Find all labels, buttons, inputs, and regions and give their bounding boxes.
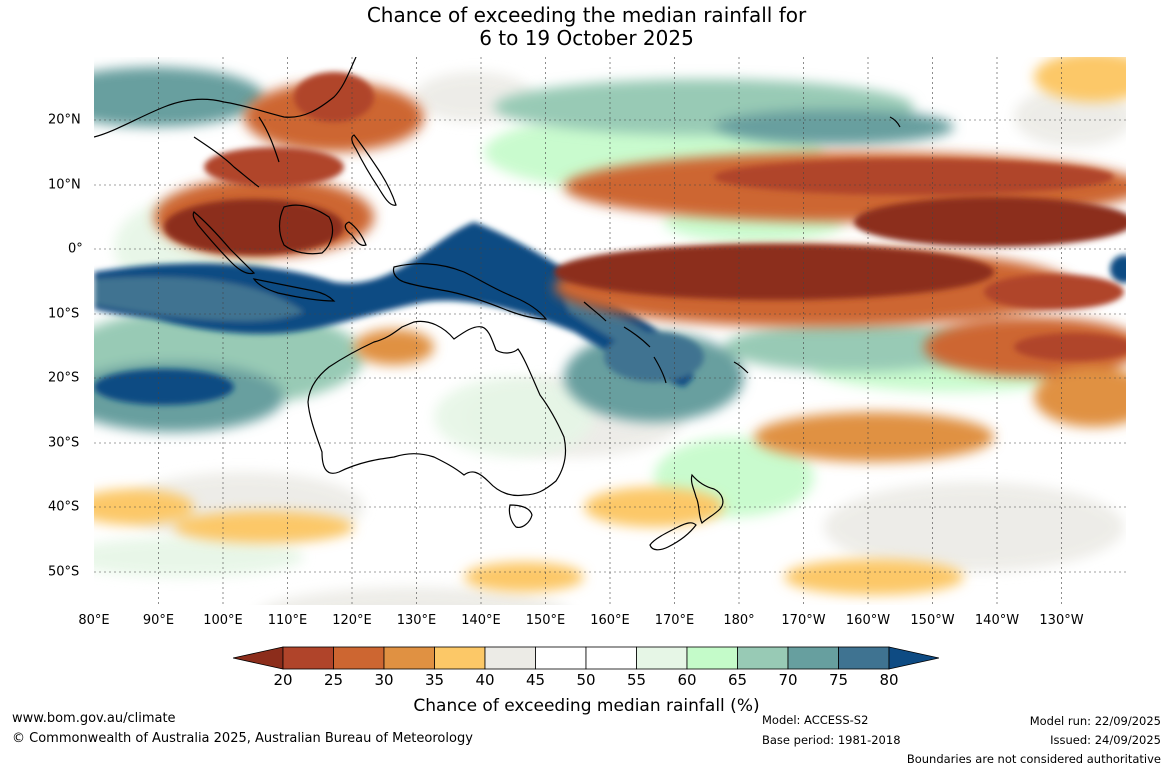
coastlines [94,57,901,551]
colorbar-tick-label: 20 [273,671,293,689]
colorbar-segment [585,646,637,670]
lon-label-160e: 160°E [590,613,630,628]
lat-label-10n: 10°N [48,177,81,193]
lon-label-170w: 170°W [781,613,826,628]
lon-label-130e: 130°E [396,613,437,628]
lat-label-10s: 10°S [48,306,80,322]
colorbar-tick-label: 45 [525,671,546,689]
lon-label-80e: 80°E [78,613,110,628]
colorbar-tick-label: 35 [424,671,445,689]
issued-date: Issued: 24/09/2025 [1050,733,1161,747]
lon-label-150w: 150°W [910,613,955,628]
colorbar-segment [838,646,890,670]
colorbar-tick-label: 55 [626,671,647,689]
lat-label-20n: 20°N [48,112,81,128]
lon-label-140e: 140°E [461,613,501,628]
lon-label-90e: 90°E [142,613,175,628]
java-coast [252,278,336,302]
colorbar-tick-label: 50 [576,671,596,689]
colorbar-segment [535,646,587,670]
sumatra-coast [192,211,256,275]
colorbar-tick-label: 70 [778,671,798,689]
lon-label-130w: 130°W [1039,613,1084,628]
colorbar-tick-label: 25 [323,671,344,689]
colorbar-title: Chance of exceeding median rainfall (%) [413,696,760,716]
copyright-text: © Commonwealth of Australia 2025, Austra… [12,731,473,746]
boundary-disclaimer: Boundaries are not considered authoritat… [906,752,1161,766]
graticule [94,57,1126,605]
asia-coast [94,57,357,188]
colorbar-tick-label: 60 [677,671,697,689]
rainfall-map [94,57,1126,605]
philippines-coast [351,134,397,206]
colorbar [233,646,939,670]
colorbar-tick-label: 65 [727,671,748,689]
australia-coast [307,320,567,497]
colorbar-segment [636,646,688,670]
colorbar-segment [737,646,789,670]
lat-label-30s: 30°S [48,435,80,451]
lat-label-40s: 40°S [48,499,80,515]
lat-label-20s: 20°S [48,370,80,386]
colorbar-segment [787,646,839,670]
model-name: Model: ACCESS-S2 [762,713,869,727]
title-line-1: Chance of exceeding the median rainfall … [366,3,807,27]
colorbar-segment [484,646,536,670]
map-svg [94,57,1126,605]
borneo-coast [278,204,334,255]
lon-label-150e: 150°E [525,613,566,628]
colorbar-segment [333,646,385,670]
colorbar-tick-label: 75 [828,671,849,689]
nz-north-island [690,473,724,525]
colorbar-extend-low [233,646,284,670]
website-link[interactable]: www.bom.gov.au/climate [12,711,176,726]
map-title: Chance of exceeding the median rainfall … [0,4,1173,50]
lat-label-0: 0° [68,241,83,257]
lon-label-110e: 110°E [267,613,308,628]
colorbar-tick-label: 80 [879,671,899,689]
nz-south-island [649,522,697,551]
pacific-islands [583,116,901,384]
rainfall-field [94,57,1126,605]
colorbar-segment [282,646,334,670]
lon-label-140w: 140°W [974,613,1020,628]
colorbar-segment [383,646,435,670]
colorbar-extend-high [888,646,939,670]
base-period: Base period: 1981-2018 [762,733,901,747]
title-line-2: 6 to 19 October 2025 [479,26,694,50]
lon-label-160w: 160°W [845,613,891,628]
colorbar-segment [686,646,738,670]
lon-label-120e: 120°E [332,613,372,628]
lon-label-170e: 170°E [654,613,695,628]
model-run-date: Model run: 22/09/2025 [1029,714,1161,728]
sulawesi-coast [344,221,367,246]
colorbar-tick-label: 30 [374,671,394,689]
lon-label-180: 180° [723,613,755,628]
colorbar-tick-label: 40 [475,671,495,689]
new-guinea-coast [392,263,548,320]
lon-label-100e: 100°E [203,613,243,628]
lat-label-50s: 50°S [48,564,80,580]
tasmania-coast [508,504,533,528]
colorbar-segment [434,646,486,670]
